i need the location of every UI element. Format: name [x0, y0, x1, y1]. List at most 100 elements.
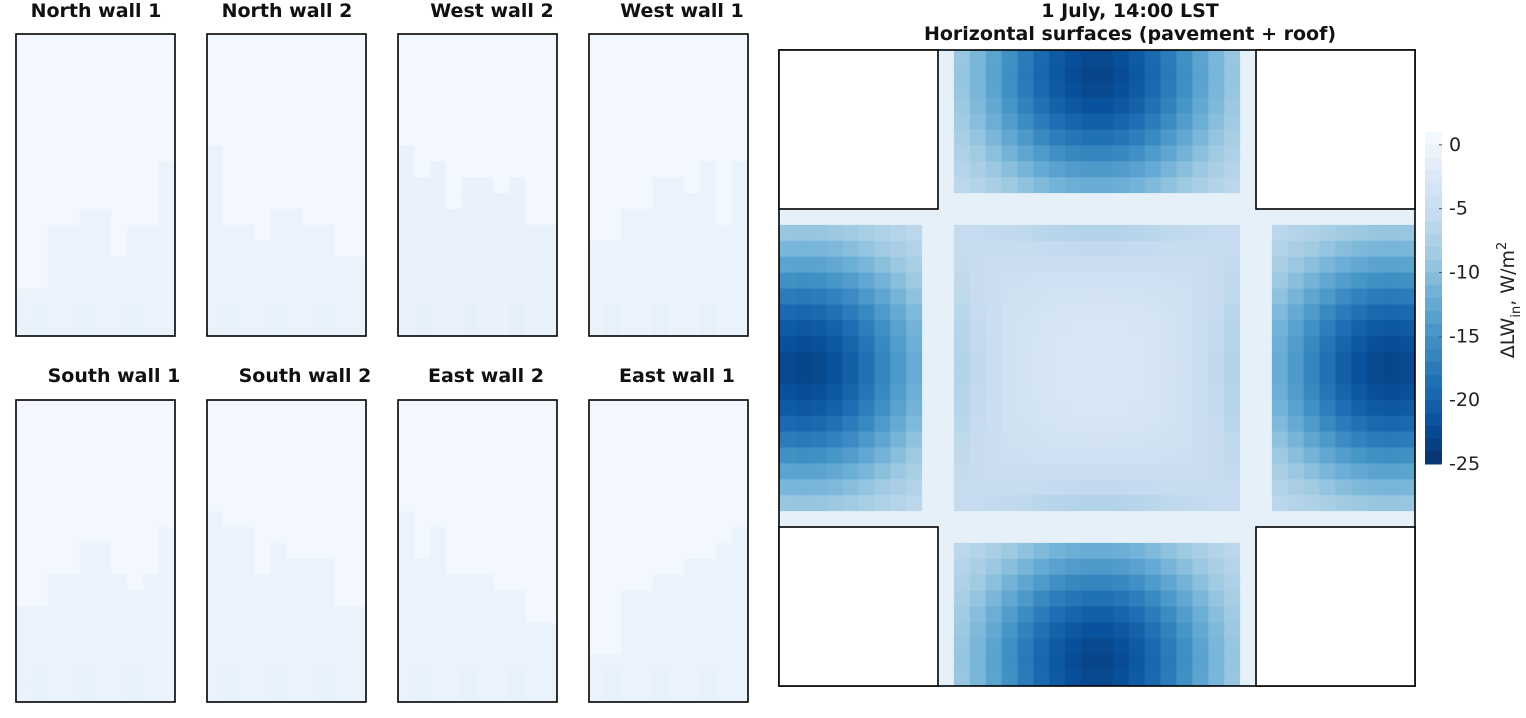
wall-cell: [143, 463, 160, 480]
wall-cell: [716, 622, 733, 639]
horizontal-cell: [1097, 590, 1114, 607]
wall-cell: [318, 527, 335, 544]
horizontal-cell: [890, 447, 907, 464]
wall-cell: [413, 431, 431, 449]
wall-cell: [493, 654, 510, 671]
wall-cell: [461, 558, 478, 576]
wall-cell: [127, 97, 144, 114]
wall-cell: [222, 447, 240, 465]
wall-cell: [604, 670, 622, 687]
wall-cell: [334, 511, 351, 528]
horizontal-cell: [1065, 145, 1082, 162]
wall-cell: [207, 511, 224, 528]
horizontal-cell: [1176, 495, 1193, 512]
horizontal-cell: [1160, 97, 1177, 114]
horizontal-cell: [842, 383, 859, 401]
wall-cell: [159, 622, 176, 639]
horizontal-cell: [922, 304, 939, 321]
wall-cell: [302, 240, 319, 258]
wall-panel-frame: [206, 33, 367, 337]
horizontal-cell: [842, 431, 859, 448]
horizontal-cell: [1001, 304, 1018, 321]
wall-cell: [652, 622, 669, 639]
wall-cell: [63, 638, 81, 655]
horizontal-cell: [953, 320, 971, 337]
wall-cell: [477, 654, 494, 671]
wall-cell: [413, 415, 431, 433]
horizontal-cell: [1001, 288, 1018, 305]
horizontal-cell: [1256, 399, 1273, 417]
horizontal-cell: [1208, 224, 1225, 242]
horizontal-cell: [1240, 288, 1257, 305]
horizontal-cell: [1303, 383, 1320, 401]
wall-cell: [127, 558, 144, 576]
horizontal-cell: [985, 336, 1002, 353]
horizontal-cell: [1351, 352, 1368, 369]
wall-cell: [716, 224, 733, 242]
wall-cell: [47, 65, 65, 83]
horizontal-cell: [969, 97, 987, 114]
horizontal-cell: [1144, 558, 1161, 576]
horizontal-cell: [1017, 336, 1034, 353]
colorbar-segment: [1425, 412, 1442, 427]
wall-cell: [254, 192, 272, 210]
wall-cell: [509, 224, 526, 242]
horizontal-cell: [1367, 495, 1384, 512]
horizontal-cell: [1112, 129, 1130, 146]
horizontal-cell: [1208, 304, 1225, 321]
wall-cell: [429, 34, 447, 51]
wall-cell: [652, 463, 669, 480]
horizontal-cell: [1128, 638, 1146, 655]
wall-cell: [95, 240, 112, 258]
horizontal-cell: [1256, 320, 1273, 337]
wall-cell: [652, 670, 669, 687]
horizontal-cell: [938, 129, 955, 146]
wall-cell: [700, 558, 717, 576]
wall-cell: [350, 495, 367, 512]
wall-cell: [525, 447, 542, 465]
wall-cell: [700, 224, 717, 242]
wall-cell: [413, 320, 431, 337]
horizontal-cell: [1224, 224, 1241, 242]
wall-cell: [63, 65, 81, 83]
wall-cell: [334, 670, 351, 687]
horizontal-cell: [1160, 542, 1177, 560]
wall-cell: [16, 574, 33, 592]
wall-cell: [143, 431, 160, 449]
horizontal-cell: [1192, 336, 1209, 353]
wall-cell: [398, 65, 415, 83]
horizontal-cell: [1192, 542, 1209, 560]
wall-cell: [79, 479, 96, 496]
horizontal-cell: [1240, 81, 1257, 99]
wall-cell: [525, 606, 542, 624]
wall-cell: [31, 431, 49, 449]
wall-cell: [684, 415, 701, 433]
wall-cell: [604, 34, 622, 51]
horizontal-cell: [906, 209, 923, 226]
wall-cell: [334, 400, 351, 417]
horizontal-cell: [1335, 336, 1352, 353]
wall-cell: [47, 81, 65, 99]
horizontal-cell: [1383, 352, 1400, 369]
horizontal-cell: [1240, 240, 1257, 258]
wall-cell: [398, 527, 415, 544]
wall-cell: [350, 304, 367, 321]
wall-cell: [143, 177, 160, 194]
wall-cell: [16, 543, 33, 560]
wall-cell: [143, 415, 160, 433]
horizontal-cell: [1240, 113, 1257, 130]
horizontal-cell: [1033, 463, 1050, 480]
wall-cell: [668, 670, 685, 687]
horizontal-cell: [953, 654, 971, 671]
horizontal-cell: [1176, 352, 1193, 369]
horizontal-cell: [1001, 463, 1018, 480]
wall-cell: [79, 543, 96, 560]
horizontal-cell: [779, 272, 796, 289]
horizontal-cell: [1399, 479, 1416, 496]
wall-cell: [636, 400, 654, 417]
horizontal-cell: [1160, 415, 1177, 432]
wall-cell: [350, 208, 367, 226]
wall-cell: [620, 113, 638, 130]
horizontal-cell: [1208, 638, 1225, 655]
horizontal-cell: [874, 256, 891, 273]
